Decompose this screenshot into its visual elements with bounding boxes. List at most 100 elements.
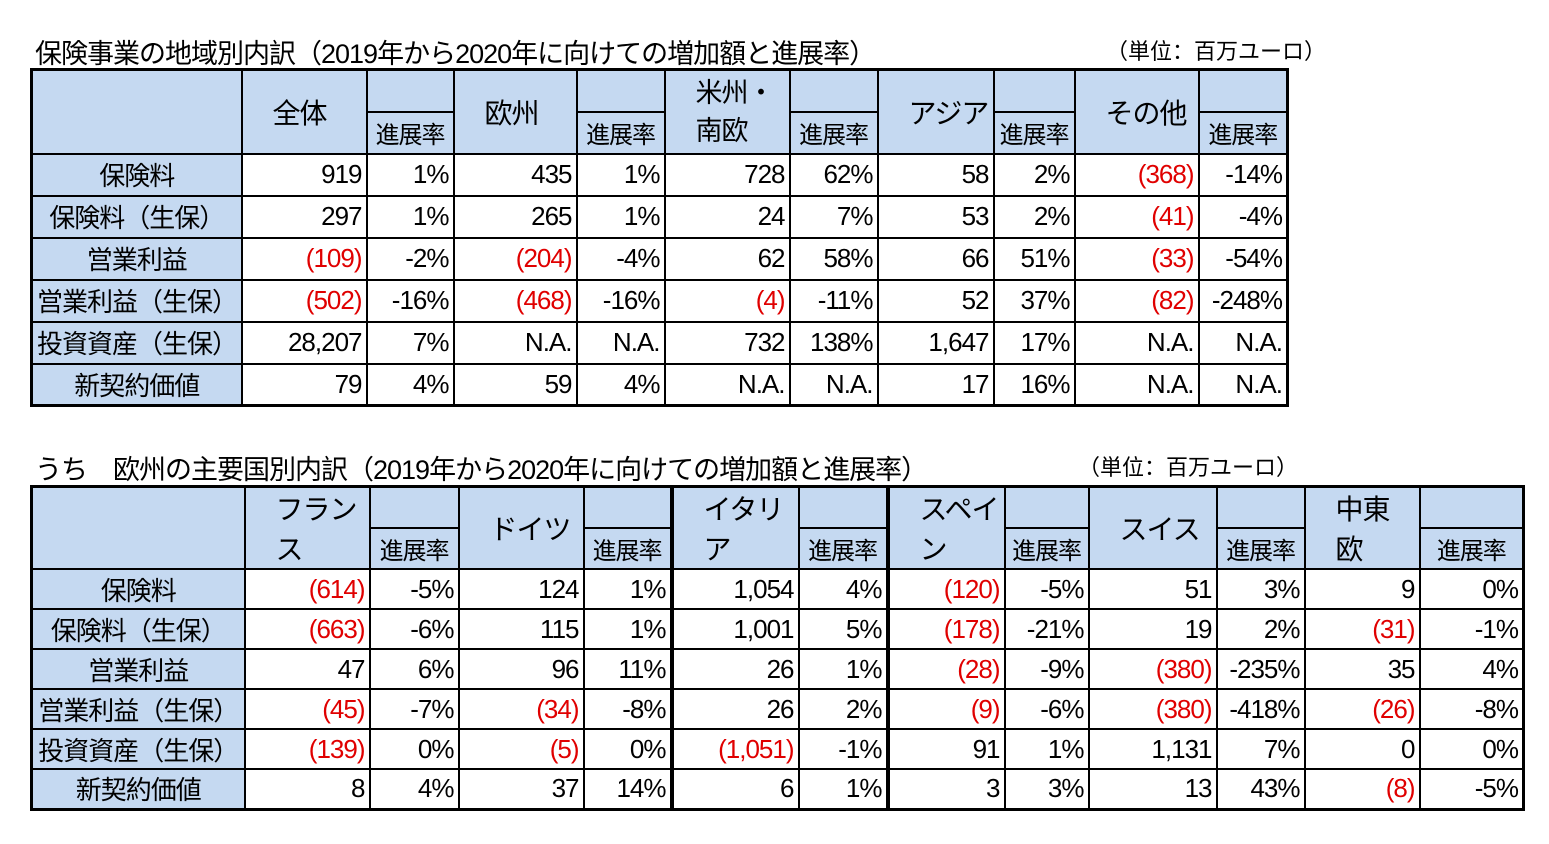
table-cell: 6% bbox=[368, 648, 460, 690]
column-group-header: フランス bbox=[243, 485, 371, 570]
table-cell: (109) bbox=[240, 236, 368, 281]
table-cell: -9% bbox=[1003, 648, 1090, 690]
table-cell: 265 bbox=[452, 194, 578, 239]
table-row: 投資資産（生保） 28,207 7% N.A. N.A. 732 138% 1,647 17% N… bbox=[30, 320, 1289, 365]
table1-unit: （単位：百万ユーロ） bbox=[1106, 39, 1327, 64]
table-cell: 1,001 bbox=[669, 608, 800, 650]
table-cell: (45) bbox=[243, 688, 371, 730]
table-cell: -5% bbox=[368, 568, 460, 610]
table-cell: 115 bbox=[457, 608, 585, 650]
header-row: 全体 欧州 米州・ 南欧 アジア その他 bbox=[30, 68, 1289, 155]
table-cell: (5) bbox=[457, 728, 585, 770]
row-label: 保険料（生保） bbox=[30, 194, 243, 239]
column-group-header: 米州・ 南欧 bbox=[663, 68, 791, 155]
column-group-header: アジア bbox=[876, 68, 995, 155]
table-cell: N.A. bbox=[1073, 320, 1200, 365]
table-cell: (4) bbox=[663, 278, 791, 323]
table-cell: 4% bbox=[1418, 648, 1525, 690]
column-group-header: イタリア bbox=[669, 485, 800, 570]
header-spacer bbox=[1003, 485, 1090, 528]
table-cell: 0% bbox=[1418, 568, 1525, 610]
progress-rate-header: 進展率 bbox=[992, 110, 1076, 155]
table-cell: 79 bbox=[240, 362, 368, 407]
progress-rate-header: 進展率 bbox=[797, 526, 890, 571]
table-cell: 0% bbox=[1418, 728, 1525, 770]
progress-rate-header: 進展率 bbox=[1197, 110, 1289, 155]
table-cell: 1,131 bbox=[1087, 728, 1218, 770]
table-cell: 4% bbox=[575, 362, 666, 407]
table-cell: 51% bbox=[992, 236, 1076, 281]
table-cell: -16% bbox=[365, 278, 455, 323]
table-cell: 1% bbox=[575, 152, 666, 197]
table-cell: (8) bbox=[1303, 768, 1421, 810]
row-label: 投資資産（生保） bbox=[30, 728, 246, 770]
table-cell: 9 bbox=[1303, 568, 1421, 610]
table-cell: 1% bbox=[797, 768, 890, 810]
table-cell: 96 bbox=[457, 648, 585, 690]
table-cell: (120) bbox=[886, 568, 1006, 610]
table-cell: -5% bbox=[1003, 568, 1090, 610]
table-cell: 62% bbox=[788, 152, 879, 197]
table-cell: -16% bbox=[575, 278, 666, 323]
row-label: 投資資産（生保） bbox=[30, 320, 243, 365]
table-cell: 1% bbox=[365, 152, 455, 197]
table-cell: 3% bbox=[1215, 568, 1306, 610]
header-row: フランス ドイツ イタリア スペイン スイス 中東欧 bbox=[30, 485, 1525, 570]
table-cell: -4% bbox=[1197, 194, 1289, 239]
table-cell: N.A. bbox=[1073, 362, 1200, 407]
row-label: 新契約価値 bbox=[30, 362, 243, 407]
table-row: 保険料 (614) -5% 124 1% 1,054 4% (120) -5% 51 3% 9 0% bbox=[30, 568, 1525, 610]
table-row: 投資資産（生保） (139) 0% (5) 0% (1,051) -1% 91 1% 1,131 7… bbox=[30, 728, 1525, 770]
table-cell: 51 bbox=[1087, 568, 1218, 610]
table-cell: 17 bbox=[876, 362, 995, 407]
column-group-header: 中東欧 bbox=[1303, 485, 1421, 570]
table-cell: 0% bbox=[582, 728, 673, 770]
table-cell: 58 bbox=[876, 152, 995, 197]
progress-rate-header: 進展率 bbox=[1215, 526, 1306, 571]
progress-rate-header: 進展率 bbox=[582, 526, 673, 571]
header-spacer bbox=[582, 485, 673, 528]
table-cell: 1% bbox=[575, 194, 666, 239]
table-cell: (33) bbox=[1073, 236, 1200, 281]
table-cell: 435 bbox=[452, 152, 578, 197]
table-cell: (380) bbox=[1087, 688, 1218, 730]
header-spacer bbox=[1215, 485, 1306, 528]
table2-unit: （単位：百万ユーロ） bbox=[1078, 455, 1299, 480]
column-group-header: 欧州 bbox=[452, 68, 578, 155]
table-row: 新契約価値 8 4% 37 14% 6 1% 3 3% 13 43% (8) -5% bbox=[30, 768, 1525, 810]
table-cell: (1,051) bbox=[669, 728, 800, 770]
table-cell: 2% bbox=[992, 194, 1076, 239]
row-label: 営業利益 bbox=[30, 648, 246, 690]
row-label: 保険料（生保） bbox=[30, 608, 246, 650]
row-label: 営業利益（生保） bbox=[30, 278, 243, 323]
table-cell: (34) bbox=[457, 688, 585, 730]
header-spacer bbox=[992, 68, 1076, 112]
table-cell: 47 bbox=[243, 648, 371, 690]
table-cell: 1% bbox=[582, 568, 673, 610]
column-group-header: その他 bbox=[1073, 68, 1200, 155]
table-cell: 11% bbox=[582, 648, 673, 690]
table-row: 営業利益（生保） (45) -7% (34) -8% 26 2% (9) -6% (380) -41… bbox=[30, 688, 1525, 730]
table-cell: 62 bbox=[663, 236, 791, 281]
table-cell: 58% bbox=[788, 236, 879, 281]
table-cell: 1,647 bbox=[876, 320, 995, 365]
table-cell: -8% bbox=[1418, 688, 1525, 730]
table-cell: -21% bbox=[1003, 608, 1090, 650]
regional-breakdown-table: 全体 欧州 米州・ 南欧 アジア その他 進展率 進展率 進展率 進展率 進展率 保険料 919 1% 4… bbox=[30, 68, 1289, 407]
table-cell: 43% bbox=[1215, 768, 1306, 810]
table-cell: -248% bbox=[1197, 278, 1289, 323]
header-spacer bbox=[788, 68, 879, 112]
table-cell: 3 bbox=[886, 768, 1006, 810]
table-cell: (663) bbox=[243, 608, 371, 650]
table-cell: -6% bbox=[1003, 688, 1090, 730]
table-cell: 16% bbox=[992, 362, 1076, 407]
table-row: 保険料（生保） 297 1% 265 1% 24 7% 53 2% (41) -4% bbox=[30, 194, 1289, 239]
table-cell: 35 bbox=[1303, 648, 1421, 690]
table-cell: 1% bbox=[797, 648, 890, 690]
europe-country-breakdown-table: フランス ドイツ イタリア スペイン スイス 中東欧 進展率 進展率 進展率 進展率 進展率 進展率保… bbox=[30, 485, 1525, 811]
table-cell: -6% bbox=[368, 608, 460, 650]
table-cell: 124 bbox=[457, 568, 585, 610]
table-row: 営業利益 47 6% 96 11% 26 1% (28) -9% (380) -235% 35 4% bbox=[30, 648, 1525, 690]
table-cell: -8% bbox=[582, 688, 673, 730]
table-cell: 19 bbox=[1087, 608, 1218, 650]
